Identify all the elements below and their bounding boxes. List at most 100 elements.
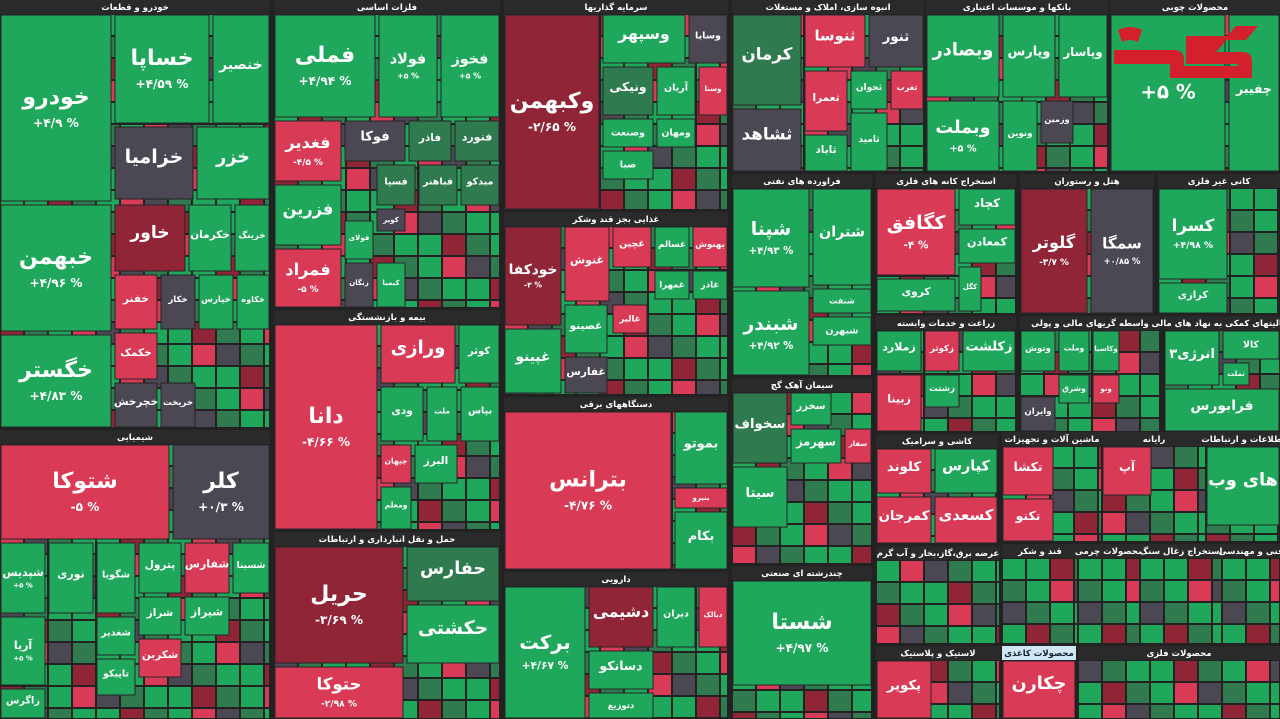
- filler-tile: [241, 687, 263, 707]
- stock-tile: [732, 108, 802, 172]
- filler-tile: [1075, 603, 1077, 623]
- stock-tile: [232, 542, 270, 594]
- stock-name: شبندر: [743, 314, 799, 335]
- filler-tile: [1127, 603, 1139, 623]
- stock-tile: [0, 14, 112, 202]
- filler-tile: [1027, 559, 1049, 579]
- stock-name: بترانس: [549, 468, 627, 493]
- filler-tile: [443, 213, 465, 233]
- sector-header: [504, 212, 728, 226]
- filler-tile: [1271, 683, 1279, 703]
- stock-name: سیتا: [746, 486, 775, 501]
- filler-tile: [467, 235, 489, 255]
- stock-tile: [172, 444, 270, 540]
- filler-tile: [467, 213, 489, 233]
- filler-tile: [371, 235, 393, 255]
- filler-tile: [1117, 419, 1139, 431]
- sector: غذایی بجز قند وشکر خودکفا -۳ % غنوش غچین غسال…: [504, 212, 728, 394]
- filler-tile: [997, 277, 1015, 297]
- filler-tile: [467, 523, 489, 529]
- filler-tile: [443, 479, 465, 499]
- stock-tile: [418, 164, 458, 206]
- filler-tile: [467, 301, 489, 307]
- stock-tile: [114, 332, 158, 380]
- filler-tile: [1099, 469, 1101, 489]
- stock-tile: [588, 650, 654, 690]
- filler-tile: [1051, 559, 1073, 579]
- sector-title: محصولات چرمی: [1075, 547, 1143, 557]
- filler-tile: [217, 665, 239, 685]
- stock-name: وسپهر: [617, 25, 669, 44]
- stock-name: خپارس: [201, 295, 231, 305]
- sector-header: [876, 434, 998, 448]
- filler-tile: [829, 481, 851, 501]
- sector: انبوه سازی، املاک و مستغلات کرمان ثنوسا ثنو…: [732, 0, 924, 172]
- stock-tile: [376, 262, 406, 308]
- filler-tile: [241, 621, 263, 641]
- filler-tile: [853, 393, 871, 413]
- filler-tile: [649, 675, 671, 695]
- filler-tile: [1075, 469, 1097, 489]
- filler-tile: [997, 419, 1015, 431]
- filler-tile: [1051, 603, 1073, 623]
- filler-tile: [673, 169, 695, 189]
- sector-title: عرضه برق،گاز،بخار و آب گرم: [877, 547, 999, 559]
- filler-tile: [1199, 683, 1221, 703]
- stock-tile: [602, 14, 686, 64]
- sector: محصولات چوبی +۵ % چفیبر: [1110, 0, 1280, 172]
- stock-name: فباهنر: [422, 177, 453, 188]
- stock-name: ملت: [434, 407, 450, 416]
- filler-tile: [1151, 469, 1173, 489]
- stock-change: +۰/۸۵ %: [1104, 256, 1141, 266]
- filler-tile: [1247, 705, 1269, 718]
- stock-change: +۴/۹۲ %: [749, 341, 794, 352]
- filler-tile: [697, 191, 719, 209]
- sector-header: [1110, 0, 1280, 14]
- filler-tile: [973, 627, 995, 643]
- filler-tile: [265, 345, 269, 365]
- filler-tile: [649, 697, 671, 717]
- stock-name: خکرمان: [190, 229, 230, 241]
- filler-tile: [997, 561, 999, 581]
- filler-tile: [491, 457, 499, 477]
- sector: استخراج کانه های فلزی کگافق -۴ % کچاد کمعادن…: [876, 174, 1016, 313]
- stock-tile: [504, 328, 562, 394]
- filler-tile: [925, 561, 947, 581]
- filler-tile: [491, 479, 499, 499]
- filler-tile: [193, 367, 215, 387]
- sector-title: انبوه سازی، املاک و مستغلات: [765, 3, 890, 13]
- sector-title: بیمه و بازنشستگی: [348, 312, 426, 323]
- stock-name: صبا: [620, 160, 636, 171]
- filler-tile: [169, 345, 191, 365]
- filler-tile: [1189, 625, 1211, 643]
- sector-header: [876, 546, 1000, 560]
- stock-tile: [376, 164, 416, 206]
- filler-tile: [347, 191, 369, 211]
- filler-tile: [853, 525, 871, 545]
- stock-tile: [376, 208, 406, 232]
- filler-tile: [169, 709, 191, 718]
- stock-tile: [460, 386, 500, 442]
- filler-tile: [1027, 625, 1049, 643]
- sector-title: واسطه گریهای مالی و پولی: [1031, 318, 1149, 329]
- stock-name: شنفت: [829, 296, 855, 306]
- stock-tile: [1090, 188, 1154, 314]
- sector-title: محصولات چوبی: [1162, 3, 1228, 13]
- filler-tile: [265, 709, 269, 718]
- stock-tile: [602, 66, 654, 116]
- filler-tile: [1051, 513, 1073, 533]
- stock-tile: [380, 444, 412, 484]
- filler-tile: [1213, 625, 1221, 643]
- stock-change: -۵ %: [71, 500, 100, 514]
- filler-tile: [1093, 419, 1115, 431]
- filler-tile: [265, 367, 269, 387]
- stock-name: پکویر: [886, 679, 921, 694]
- filler-tile: [1075, 581, 1077, 601]
- stock-tile: [924, 330, 960, 372]
- filler-tile: [241, 709, 263, 718]
- filler-tile: [673, 653, 695, 673]
- filler-tile: [1095, 169, 1107, 171]
- stock-name: آریان: [664, 81, 689, 94]
- stock-tile: [380, 324, 456, 384]
